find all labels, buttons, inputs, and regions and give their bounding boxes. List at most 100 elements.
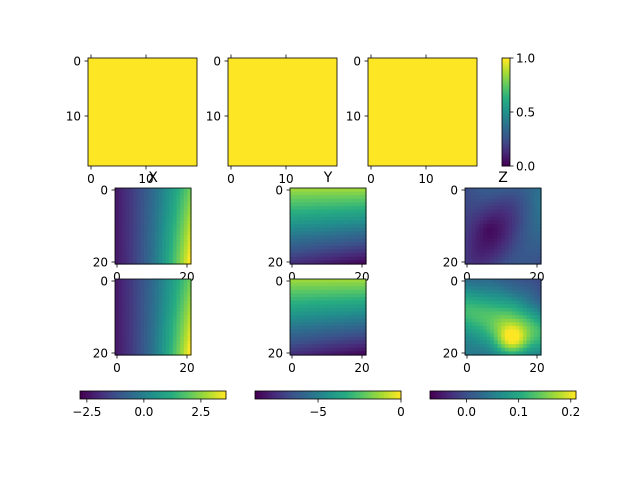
heatmap-cell — [333, 307, 338, 313]
heatmap-cell — [493, 216, 499, 222]
heatmap-cell — [136, 279, 141, 284]
heatmap-cell — [515, 329, 520, 334]
colorbar-tick-label: 0.2 — [561, 405, 580, 419]
heatmap-cell — [115, 245, 120, 251]
heatmap-cell — [122, 318, 127, 324]
heatmap-cell — [355, 344, 360, 349]
heatmap-cell — [355, 235, 360, 240]
heatmap-cell — [515, 227, 520, 233]
heatmap-cell — [147, 326, 152, 331]
heatmap-cell — [475, 206, 481, 211]
heatmap-cell — [165, 231, 170, 236]
heatmap-cell — [180, 326, 185, 331]
heatmap-cell — [519, 195, 524, 200]
colorbar-segment — [352, 391, 356, 399]
heatmap-cell — [344, 333, 349, 338]
heatmap-cell — [136, 260, 141, 265]
colorbar-segment — [332, 391, 336, 399]
heatmap-cell — [358, 213, 363, 218]
heatmap-cell — [537, 304, 542, 309]
heatmap-cell — [293, 351, 298, 356]
heatmap-cell — [497, 235, 502, 240]
heatmap-cell — [129, 279, 134, 284]
colorbar-segment — [502, 99, 510, 102]
heatmap-cell — [333, 206, 338, 211]
heatmap-cell — [493, 297, 499, 302]
heatmap-cell — [344, 256, 349, 261]
heatmap-cell — [322, 297, 327, 302]
heatmap-cell — [297, 311, 302, 316]
heatmap-cell — [311, 227, 316, 233]
heatmap-cell — [118, 344, 123, 349]
heatmap-cell — [115, 206, 120, 211]
heatmap-cell — [486, 253, 491, 258]
heatmap-cell — [479, 311, 484, 316]
heatmap-cell — [322, 329, 327, 334]
heatmap-cell — [297, 238, 302, 243]
colorbar-segment — [376, 391, 380, 399]
heatmap-cell — [490, 216, 495, 222]
heatmap-cell — [344, 307, 349, 313]
colorbar-segment — [502, 158, 510, 162]
heatmap-cell — [158, 202, 163, 207]
colorbar-segment — [563, 391, 567, 399]
heatmap-cell — [187, 256, 192, 261]
heatmap-cell — [297, 256, 302, 261]
heatmap-cell — [329, 279, 335, 284]
heatmap-cell — [351, 336, 356, 342]
heatmap-cell — [326, 318, 331, 324]
heatmap-cell — [187, 253, 192, 258]
heatmap-cell — [326, 231, 331, 236]
heatmap-cell — [151, 209, 156, 214]
colorbar-segment — [208, 391, 212, 399]
heatmap-cell — [512, 213, 517, 218]
colorbar-segment — [165, 391, 169, 399]
heatmap-cell — [165, 311, 170, 316]
heatmap-cell — [519, 242, 524, 247]
heatmap-cell — [311, 249, 316, 254]
heatmap-cell — [187, 333, 192, 338]
heatmap-cell — [290, 242, 295, 247]
heatmap-cell — [475, 333, 481, 338]
heatmap-cell — [493, 340, 499, 345]
heatmap-cell — [297, 249, 302, 254]
heatmap-cell — [290, 307, 295, 313]
heatmap-cell — [290, 256, 295, 261]
heatmap-cell — [318, 326, 324, 331]
heatmap-cell — [297, 231, 302, 236]
heatmap-cell — [501, 304, 506, 309]
heatmap-cell — [315, 209, 320, 214]
heatmap-cell — [486, 195, 491, 200]
heatmap-cell — [508, 315, 513, 320]
heatmap-cell — [333, 191, 338, 196]
heatmap-cell — [136, 231, 141, 236]
heatmap-cell — [122, 322, 127, 327]
heatmap-cell — [501, 289, 506, 295]
heatmap-cell — [337, 220, 342, 225]
heatmap-cell — [136, 227, 141, 233]
heatmap-cell — [490, 231, 495, 236]
heatmap-cell — [519, 245, 524, 251]
heatmap-cell — [172, 318, 178, 324]
heatmap-cell — [347, 322, 353, 327]
heatmap-cell — [304, 347, 309, 352]
x-tick-label: 20 — [529, 361, 544, 375]
heatmap-cell — [158, 297, 163, 302]
heatmap-cell — [530, 209, 535, 214]
heatmap-cell — [180, 322, 185, 327]
heatmap-cell — [493, 195, 499, 200]
heatmap-cell — [162, 249, 167, 254]
heatmap-cell — [530, 311, 535, 316]
heatmap-cell — [515, 216, 520, 222]
heatmap-cell — [322, 347, 327, 352]
heatmap-cell — [133, 231, 138, 236]
heatmap-cell — [180, 293, 185, 298]
heatmap-cell — [169, 238, 174, 243]
heatmap-cell — [533, 256, 538, 261]
heatmap-cell — [337, 300, 342, 305]
heatmap-cell — [122, 344, 127, 349]
heatmap-cell — [493, 315, 499, 320]
heatmap-cell — [355, 289, 360, 295]
heatmap-cell — [344, 227, 349, 233]
